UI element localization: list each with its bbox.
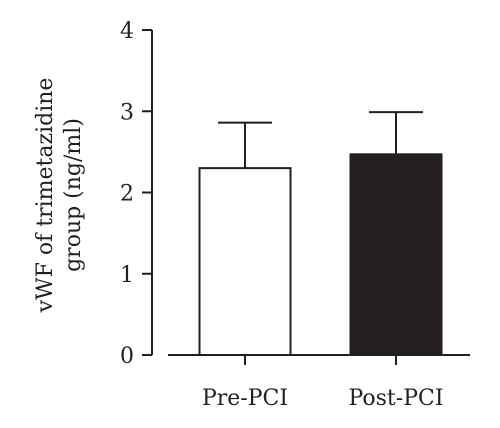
y-tick-label: 4 xyxy=(120,19,134,44)
bars xyxy=(198,153,443,356)
y-tick-label: 1 xyxy=(120,263,134,288)
bar xyxy=(349,153,443,356)
y-axis-title-line-2: group (ng/ml) xyxy=(61,118,86,272)
y-axis-title-line-1: vWF of trimetazidine xyxy=(33,78,58,314)
y-tick-label: 0 xyxy=(120,344,134,369)
error-bars xyxy=(218,111,423,169)
y-tick-label: 2 xyxy=(120,182,134,207)
x-tick-label: Pre-PCI xyxy=(202,386,288,411)
bar xyxy=(198,167,292,356)
x-tick-label: Post-PCI xyxy=(348,386,443,411)
x-axis: Pre-PCI Post-PCI xyxy=(168,354,470,411)
y-axis-title: vWF of trimetazidine group (ng/ml) xyxy=(33,78,86,314)
y-axis: 0 1 2 3 4 xyxy=(120,19,153,369)
y-tick-label: 3 xyxy=(120,100,134,125)
